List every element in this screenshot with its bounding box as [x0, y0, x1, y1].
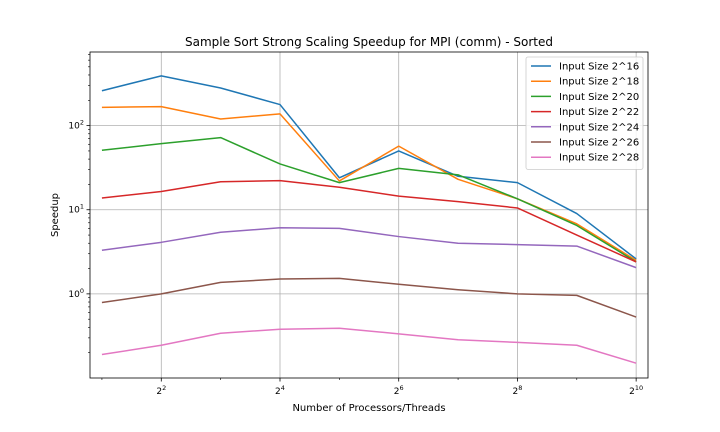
x-tick-label: 22 [156, 384, 166, 397]
x-tick-label: 24 [275, 384, 285, 397]
legend: Input Size 2^16 Input Size 2^18 Input Size… [525, 56, 644, 170]
x-tick-label: 26 [394, 384, 404, 397]
series-line [101, 136, 637, 263]
legend-label: Input Size 2^26 [559, 138, 639, 149]
legend-label: Input Size 2^16 [559, 62, 639, 73]
legend-label: Input Size 2^24 [559, 122, 639, 133]
x-tick-label: 210 [629, 384, 643, 397]
series-line [101, 327, 637, 364]
ticks: 22 24 26 28 210 100 101 102 [68, 54, 643, 397]
x-tick-label: 28 [512, 384, 522, 397]
legend-label: Input Size 2^22 [559, 107, 639, 118]
y-tick-label: 100 [68, 287, 84, 300]
x-axis-label: Number of Processors/Threads [292, 403, 445, 414]
series-line [101, 277, 637, 318]
chart-title: Sample Sort Strong Scaling Speedup for M… [185, 35, 553, 49]
legend-label: Input Size 2^20 [559, 92, 639, 103]
legend-box [525, 56, 644, 170]
series-layer [101, 75, 637, 364]
y-tick-label: 101 [68, 203, 84, 216]
series-line [101, 227, 637, 269]
plot-frame [89, 51, 649, 379]
y-axis-label: Speedup [50, 193, 61, 237]
y-tick-label: 102 [68, 119, 84, 132]
legend-label: Input Size 2^18 [559, 77, 639, 88]
series-line [101, 179, 637, 263]
legend-label: Input Size 2^28 [559, 153, 639, 164]
